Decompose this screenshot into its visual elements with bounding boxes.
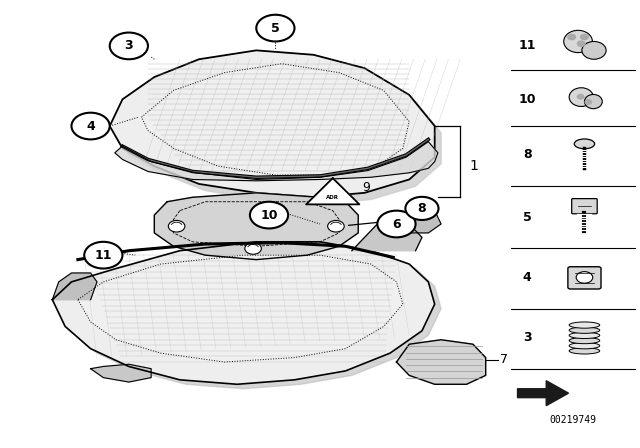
Circle shape xyxy=(580,34,588,40)
Text: 8: 8 xyxy=(418,202,426,215)
Polygon shape xyxy=(116,57,441,204)
Text: 4: 4 xyxy=(523,271,531,284)
Text: 7: 7 xyxy=(500,353,508,366)
Ellipse shape xyxy=(564,30,593,52)
Ellipse shape xyxy=(569,337,600,344)
Polygon shape xyxy=(306,178,360,204)
Text: 10: 10 xyxy=(518,93,536,106)
Polygon shape xyxy=(396,206,441,233)
Polygon shape xyxy=(109,50,435,197)
Circle shape xyxy=(576,271,593,283)
Circle shape xyxy=(577,41,585,46)
Circle shape xyxy=(328,220,344,232)
Polygon shape xyxy=(52,273,97,300)
Polygon shape xyxy=(59,246,441,389)
FancyBboxPatch shape xyxy=(568,267,601,289)
Text: 00219749: 00219749 xyxy=(550,415,596,425)
Ellipse shape xyxy=(569,88,593,107)
Polygon shape xyxy=(518,381,568,405)
Text: 5: 5 xyxy=(523,211,531,224)
Polygon shape xyxy=(115,142,438,181)
Text: 2: 2 xyxy=(394,214,402,228)
Polygon shape xyxy=(91,364,151,382)
Polygon shape xyxy=(352,220,422,251)
Circle shape xyxy=(568,34,575,40)
Text: 6: 6 xyxy=(392,217,401,231)
FancyBboxPatch shape xyxy=(572,198,597,214)
Polygon shape xyxy=(78,255,403,362)
Circle shape xyxy=(250,202,288,228)
Ellipse shape xyxy=(574,139,595,149)
Ellipse shape xyxy=(569,327,600,333)
Circle shape xyxy=(72,113,109,139)
Circle shape xyxy=(378,211,415,237)
Text: 5: 5 xyxy=(271,22,280,34)
Polygon shape xyxy=(141,64,409,175)
Text: 1: 1 xyxy=(470,159,479,173)
Polygon shape xyxy=(396,340,486,384)
Text: 3: 3 xyxy=(523,331,531,344)
Polygon shape xyxy=(52,242,435,384)
Circle shape xyxy=(109,33,148,59)
Ellipse shape xyxy=(584,95,602,109)
Ellipse shape xyxy=(569,322,600,328)
Text: 9: 9 xyxy=(363,181,371,194)
Ellipse shape xyxy=(582,42,606,59)
Text: 4: 4 xyxy=(86,120,95,133)
Text: 11: 11 xyxy=(518,39,536,52)
Text: 3: 3 xyxy=(125,39,133,52)
Ellipse shape xyxy=(569,348,600,354)
Ellipse shape xyxy=(569,332,600,339)
Text: 8: 8 xyxy=(523,148,531,161)
Text: 11: 11 xyxy=(95,249,112,262)
Ellipse shape xyxy=(569,343,600,349)
Circle shape xyxy=(585,100,591,104)
Circle shape xyxy=(577,95,584,99)
Circle shape xyxy=(245,243,261,254)
Text: ADR: ADR xyxy=(326,195,339,200)
Circle shape xyxy=(168,220,185,232)
Polygon shape xyxy=(154,193,358,260)
Circle shape xyxy=(405,197,438,220)
Text: 10: 10 xyxy=(260,209,278,222)
Circle shape xyxy=(84,242,122,268)
Circle shape xyxy=(256,15,294,42)
